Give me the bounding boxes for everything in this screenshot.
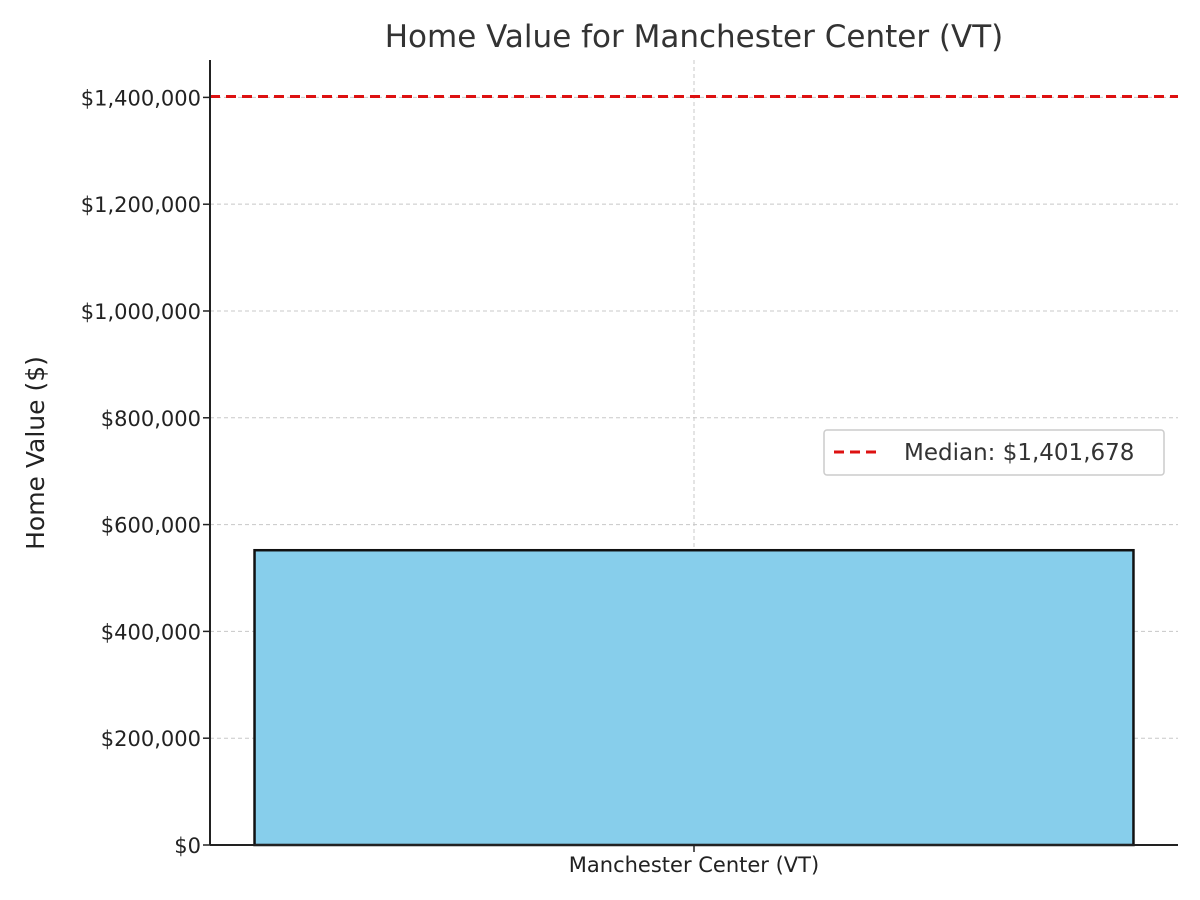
- y-tick-label: $1,200,000: [81, 193, 201, 217]
- chart-title: Home Value for Manchester Center (VT): [385, 19, 1004, 55]
- y-axis-label: Home Value ($): [21, 356, 50, 550]
- y-tick-label: $600,000: [101, 514, 201, 538]
- legend: Median: $1,401,678: [823, 429, 1165, 476]
- x-axis-ticks: Manchester Center (VT): [569, 845, 819, 877]
- y-axis-ticks: $0 $200,000 $400,000 $600,000 $800,000 $1,000…: [81, 86, 210, 858]
- y-tick-label: $400,000: [101, 620, 201, 644]
- bar: [253, 548, 1135, 847]
- bars: [253, 548, 1135, 847]
- y-tick-label: $0: [174, 834, 201, 858]
- y-tick-label: $200,000: [101, 727, 201, 751]
- y-tick-label: $800,000: [101, 407, 201, 431]
- y-tick-label: $1,000,000: [81, 300, 201, 324]
- legend-median-label: Median: $1,401,678: [904, 440, 1134, 466]
- legend-box: [823, 429, 1165, 476]
- x-tick-label: Manchester Center (VT): [569, 853, 819, 877]
- y-tick-label: $1,400,000: [81, 86, 201, 110]
